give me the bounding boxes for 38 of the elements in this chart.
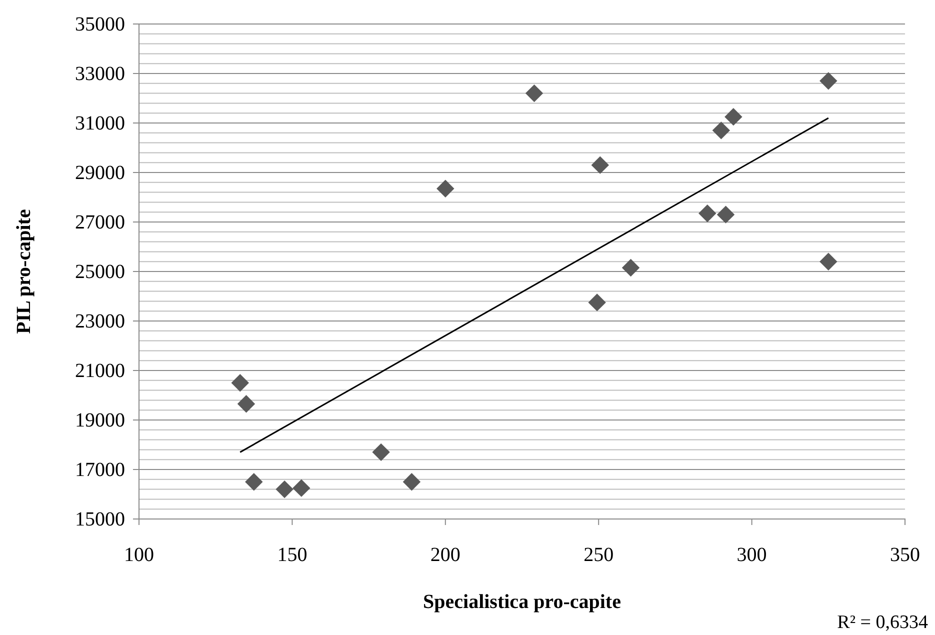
point	[588, 294, 606, 312]
y-tick-label: 35000	[75, 13, 125, 36]
y-tick-label: 27000	[75, 211, 125, 234]
text: R² = 0,6334	[837, 612, 928, 633]
point	[591, 156, 609, 174]
x-tick-label: 150	[277, 544, 308, 566]
x-tick-label: 100	[124, 544, 154, 566]
y-tick-label: 25000	[75, 260, 125, 283]
y-tick-label: 21000	[75, 360, 125, 382]
point	[525, 84, 544, 102]
point	[698, 204, 716, 222]
x-tick-label: 300	[736, 544, 767, 566]
y-tick-label: 23000	[75, 310, 125, 332]
y-tick-label: 29000	[75, 162, 125, 184]
point	[402, 473, 421, 491]
y-tick-label: 19000	[75, 409, 125, 432]
y-tick-label: 31000	[75, 112, 125, 134]
point	[820, 252, 838, 270]
y-axis-title: PIL pro-capite	[13, 209, 35, 334]
point	[276, 480, 294, 498]
point	[622, 258, 640, 277]
point	[436, 180, 454, 198]
point	[724, 108, 742, 126]
x-tick-label: 200	[430, 544, 460, 566]
point	[245, 473, 263, 491]
y-tick-label: 33000	[75, 62, 125, 85]
point	[292, 479, 310, 497]
x-axis-title: Specialistica pro-capite	[423, 591, 622, 613]
x-tick-label: 350	[890, 544, 920, 566]
x-tick-label: 250	[584, 544, 614, 566]
point	[712, 122, 730, 140]
point	[237, 395, 256, 413]
y-tick-label: 17000	[75, 458, 125, 481]
point	[231, 374, 249, 392]
y-tick-label: 15000	[75, 508, 125, 530]
point	[716, 206, 735, 224]
point	[372, 443, 390, 462]
point	[820, 72, 838, 90]
